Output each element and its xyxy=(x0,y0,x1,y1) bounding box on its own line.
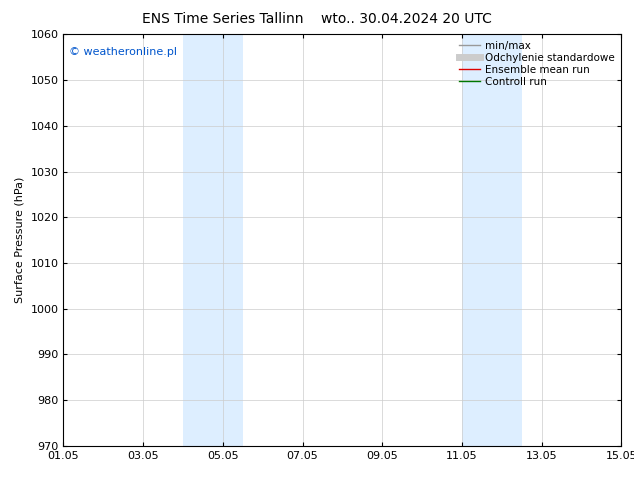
Bar xyxy=(462,34,522,446)
Y-axis label: Surface Pressure (hPa): Surface Pressure (hPa) xyxy=(15,177,25,303)
Bar xyxy=(183,34,243,446)
Text: © weatheronline.pl: © weatheronline.pl xyxy=(69,47,177,57)
Text: ENS Time Series Tallinn    wto.. 30.04.2024 20 UTC: ENS Time Series Tallinn wto.. 30.04.2024… xyxy=(142,12,492,26)
Legend: min/max, Odchylenie standardowe, Ensemble mean run, Controll run: min/max, Odchylenie standardowe, Ensembl… xyxy=(455,36,619,91)
